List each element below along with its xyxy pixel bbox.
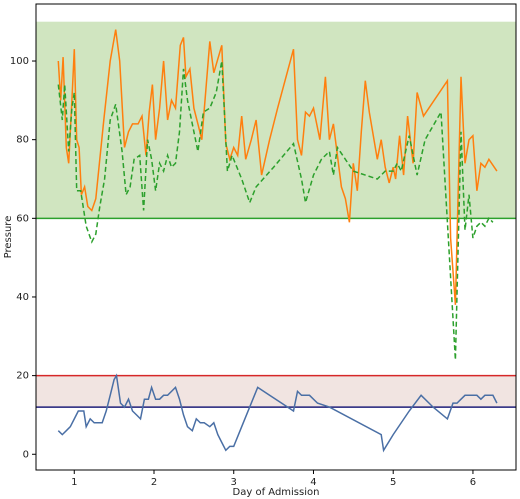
line-series bbox=[57, 373, 498, 453]
y-tick-label: 20 bbox=[16, 371, 29, 382]
y-tick-label: 40 bbox=[16, 292, 29, 303]
x-tick-label: 4 bbox=[310, 477, 316, 488]
x-axis-label: Day of Admission bbox=[233, 487, 320, 498]
y-tick-label: 100 bbox=[10, 56, 29, 67]
x-tick-label: 6 bbox=[470, 477, 476, 488]
y-tick-label: 60 bbox=[16, 213, 29, 224]
band bbox=[36, 21, 516, 219]
plot-frame bbox=[35, 3, 517, 471]
band bbox=[36, 375, 516, 408]
x-tick-label: 3 bbox=[231, 477, 237, 488]
y-tick-label: 80 bbox=[16, 135, 29, 146]
x-tick-label: 2 bbox=[151, 477, 157, 488]
x-tick-label: 5 bbox=[390, 477, 396, 488]
y-tick-label: 0 bbox=[23, 449, 29, 460]
line-series bbox=[57, 60, 494, 360]
line-series bbox=[57, 29, 498, 305]
x-tick-label: 1 bbox=[71, 477, 77, 488]
y-axis-label: Pressure bbox=[3, 216, 14, 259]
